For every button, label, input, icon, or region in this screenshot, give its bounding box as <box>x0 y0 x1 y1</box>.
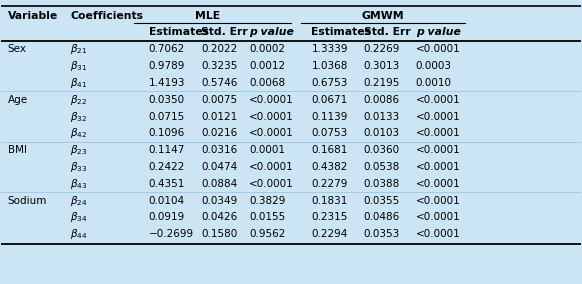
Text: 0.2315: 0.2315 <box>311 212 347 222</box>
Text: GMWM: GMWM <box>361 11 404 21</box>
Text: Sex: Sex <box>8 44 27 54</box>
Text: Std. Err: Std. Err <box>201 27 248 37</box>
Text: <0.0001: <0.0001 <box>416 95 460 105</box>
Text: 0.1681: 0.1681 <box>311 145 347 155</box>
Text: 0.4351: 0.4351 <box>149 179 185 189</box>
Text: <0.0001: <0.0001 <box>416 145 460 155</box>
Text: p value: p value <box>416 27 461 37</box>
Text: $\beta_{24}$: $\beta_{24}$ <box>70 194 88 208</box>
Text: 0.0360: 0.0360 <box>364 145 400 155</box>
Text: $\beta_{31}$: $\beta_{31}$ <box>70 59 88 73</box>
Text: 0.0104: 0.0104 <box>149 196 185 206</box>
Text: 0.0121: 0.0121 <box>201 112 237 122</box>
Text: 0.0316: 0.0316 <box>201 145 237 155</box>
Text: 0.0671: 0.0671 <box>311 95 347 105</box>
Text: 0.0086: 0.0086 <box>364 95 400 105</box>
Text: BMI: BMI <box>8 145 27 155</box>
Text: Estimates: Estimates <box>311 27 371 37</box>
Text: 0.0155: 0.0155 <box>249 212 285 222</box>
Text: 0.0426: 0.0426 <box>201 212 237 222</box>
Text: 1.4193: 1.4193 <box>149 78 185 88</box>
Text: 0.0002: 0.0002 <box>249 44 285 54</box>
Text: 0.0003: 0.0003 <box>416 61 452 71</box>
Text: 0.3235: 0.3235 <box>201 61 237 71</box>
Text: MLE: MLE <box>196 11 221 21</box>
Text: 0.0216: 0.0216 <box>201 128 237 138</box>
Text: $\beta_{21}$: $\beta_{21}$ <box>70 42 88 56</box>
Text: $\beta_{43}$: $\beta_{43}$ <box>70 177 88 191</box>
Text: Std. Err: Std. Err <box>364 27 410 37</box>
Text: 0.2422: 0.2422 <box>149 162 185 172</box>
Text: <0.0001: <0.0001 <box>416 128 460 138</box>
Text: 0.9789: 0.9789 <box>149 61 185 71</box>
Text: 0.2269: 0.2269 <box>364 44 400 54</box>
Text: <0.0001: <0.0001 <box>249 179 294 189</box>
Text: Estimates: Estimates <box>149 27 209 37</box>
Text: 0.0349: 0.0349 <box>201 196 237 206</box>
Text: 0.0388: 0.0388 <box>364 179 400 189</box>
Text: 0.0075: 0.0075 <box>201 95 237 105</box>
Text: 0.0001: 0.0001 <box>249 145 285 155</box>
Text: $\beta_{34}$: $\beta_{34}$ <box>70 210 88 224</box>
Text: Age: Age <box>8 95 28 105</box>
Text: 0.0353: 0.0353 <box>364 229 400 239</box>
Text: 0.1139: 0.1139 <box>311 112 347 122</box>
Text: 0.0715: 0.0715 <box>149 112 185 122</box>
Text: Sodium: Sodium <box>8 196 47 206</box>
Text: −0.2699: −0.2699 <box>149 229 194 239</box>
Text: 0.7062: 0.7062 <box>149 44 185 54</box>
Text: 0.0884: 0.0884 <box>201 179 237 189</box>
Text: <0.0001: <0.0001 <box>416 162 460 172</box>
Text: 0.2294: 0.2294 <box>311 229 347 239</box>
Text: 0.1096: 0.1096 <box>149 128 185 138</box>
Text: 0.1580: 0.1580 <box>201 229 237 239</box>
Text: $\beta_{22}$: $\beta_{22}$ <box>70 93 87 107</box>
Text: 0.0012: 0.0012 <box>249 61 285 71</box>
Text: 0.9562: 0.9562 <box>249 229 286 239</box>
Text: <0.0001: <0.0001 <box>416 196 460 206</box>
Text: 0.4382: 0.4382 <box>311 162 347 172</box>
Text: <0.0001: <0.0001 <box>249 128 294 138</box>
Text: 0.2279: 0.2279 <box>311 179 347 189</box>
Text: $\beta_{42}$: $\beta_{42}$ <box>70 126 87 140</box>
Text: 0.2022: 0.2022 <box>201 44 237 54</box>
Text: 0.2195: 0.2195 <box>364 78 400 88</box>
Text: 1.3339: 1.3339 <box>311 44 348 54</box>
Text: <0.0001: <0.0001 <box>249 112 294 122</box>
Text: $\beta_{41}$: $\beta_{41}$ <box>70 76 88 90</box>
Text: $\beta_{33}$: $\beta_{33}$ <box>70 160 88 174</box>
Text: 0.0355: 0.0355 <box>364 196 400 206</box>
Text: $\beta_{32}$: $\beta_{32}$ <box>70 110 87 124</box>
Text: 0.0103: 0.0103 <box>364 128 400 138</box>
Text: 0.0133: 0.0133 <box>364 112 400 122</box>
Text: 0.0538: 0.0538 <box>364 162 400 172</box>
Text: Coefficients: Coefficients <box>70 11 143 21</box>
Text: <0.0001: <0.0001 <box>249 95 294 105</box>
Text: 0.0753: 0.0753 <box>311 128 347 138</box>
Text: 0.0068: 0.0068 <box>249 78 285 88</box>
Text: 0.1147: 0.1147 <box>149 145 185 155</box>
Text: 0.0919: 0.0919 <box>149 212 185 222</box>
Text: 0.3829: 0.3829 <box>249 196 286 206</box>
Text: $\beta_{23}$: $\beta_{23}$ <box>70 143 88 157</box>
Text: 0.0010: 0.0010 <box>416 78 452 88</box>
Text: <0.0001: <0.0001 <box>416 229 460 239</box>
Text: 0.0350: 0.0350 <box>149 95 185 105</box>
Text: 0.6753: 0.6753 <box>311 78 347 88</box>
Text: 0.0474: 0.0474 <box>201 162 237 172</box>
Text: <0.0001: <0.0001 <box>249 162 294 172</box>
Text: 0.5746: 0.5746 <box>201 78 237 88</box>
Text: <0.0001: <0.0001 <box>416 179 460 189</box>
Text: <0.0001: <0.0001 <box>416 112 460 122</box>
Text: 0.0486: 0.0486 <box>364 212 400 222</box>
Text: 0.1831: 0.1831 <box>311 196 347 206</box>
Text: 1.0368: 1.0368 <box>311 61 347 71</box>
Text: p value: p value <box>249 27 294 37</box>
Text: Variable: Variable <box>8 11 58 21</box>
Text: <0.0001: <0.0001 <box>416 212 460 222</box>
Text: 0.3013: 0.3013 <box>364 61 400 71</box>
Text: $\beta_{44}$: $\beta_{44}$ <box>70 227 88 241</box>
Text: <0.0001: <0.0001 <box>416 44 460 54</box>
